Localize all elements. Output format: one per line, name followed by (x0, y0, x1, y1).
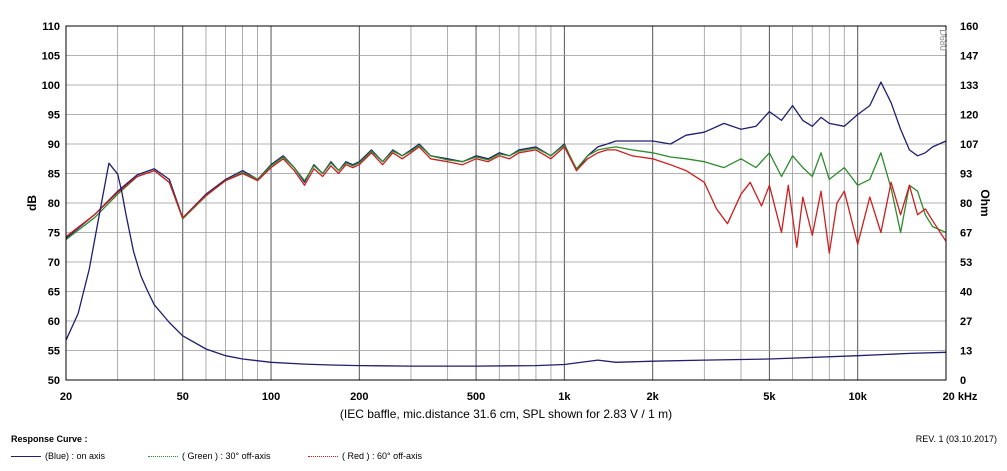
watermark: D680 (938, 29, 948, 51)
y-tick-label-right: 107 (960, 139, 978, 151)
y-tick-label-right: 133 (960, 80, 978, 92)
series-layer (65, 81, 947, 367)
x-tick-label: 200 (350, 391, 368, 403)
y-tick-label-right: 0 (960, 375, 966, 387)
y-tick-label-right: 27 (960, 316, 972, 328)
x-tick-label: 1k (558, 391, 571, 403)
y-tick-label-left: 100 (42, 80, 60, 92)
y-tick-label-right: 80 (960, 198, 972, 210)
legend-label-on-axis: (Blue) : on axis (45, 451, 106, 461)
y-tick-label-right: 147 (960, 51, 978, 63)
legend-item-60-off-axis: ( Red ) : 60° off-axis (308, 451, 422, 461)
y-tick-label-right: 13 (960, 346, 972, 358)
legend-item-30-off-axis: ( Green ) : 30° off-axis (148, 451, 270, 461)
x-tick-label: 20 (60, 391, 72, 403)
y-tick-label-right: 67 (960, 228, 972, 240)
y-tick-label-right: 40 (960, 287, 972, 299)
legend-label-60-off-axis: ( Red ) : 60° off-axis (342, 451, 422, 461)
y-tick-label-left: 85 (48, 169, 60, 181)
y-tick-label-right: 53 (960, 257, 972, 269)
legend-swatch-blue (11, 455, 41, 457)
legend-label-30-off-axis: ( Green ) : 30° off-axis (182, 451, 271, 461)
tick-labels: 50 55 60 65 70 75 80 85 90 95 100 105 110 0 13 27 40 53 67… (42, 21, 979, 403)
y-axis-label-right: Ohm (978, 189, 992, 216)
series-line-0 (65, 81, 947, 239)
y-tick-label-left: 55 (48, 346, 60, 358)
y-tick-label-left: 90 (48, 139, 60, 151)
x-tick-label: 10k (849, 391, 868, 403)
series-line-1 (65, 144, 947, 241)
y-tick-label-left: 70 (48, 257, 60, 269)
y-tick-label-left: 50 (48, 375, 60, 387)
impedance-curve (65, 162, 947, 367)
series-line-2 (65, 146, 947, 254)
response-curve-chart: 50 55 60 65 70 75 80 85 90 95 100 105 110 0 13 27 40 53 67… (25, 21, 992, 421)
x-tick-label: 2k (647, 391, 660, 403)
revision-label: REV. 1 (03.10.2017) (915, 434, 997, 444)
y-axis-label-left: dB (25, 195, 39, 211)
y-tick-label-left: 60 (48, 316, 60, 328)
x-tick-label: 5k (763, 391, 776, 403)
y-tick-label-right: 160 (960, 21, 978, 33)
legend-swatch-green (148, 455, 178, 457)
x-axis-label: (IEC baffle, mic.distance 31.6 cm, SPL s… (340, 407, 672, 421)
y-tick-label-left: 105 (42, 51, 60, 63)
x-tick-label: 50 (177, 391, 189, 403)
legend-swatch-red (308, 455, 338, 457)
plot-frame (65, 25, 947, 381)
y-tick-label-left: 65 (48, 287, 60, 299)
y-tick-label-left: 110 (42, 21, 60, 33)
y-tick-label-right: 120 (960, 110, 978, 122)
x-tick-label: 20 kHz (943, 391, 978, 403)
y-tick-label-right: 93 (960, 169, 972, 181)
legend-item-on-axis: (Blue) : on axis (11, 451, 105, 461)
x-tick-label: 100 (262, 391, 280, 403)
y-tick-label-left: 80 (48, 198, 60, 210)
y-tick-label-left: 75 (48, 228, 60, 240)
x-tick-label: 500 (467, 391, 485, 403)
y-tick-label-left: 95 (48, 110, 60, 122)
response-curve-heading: Response Curve : (11, 434, 88, 444)
